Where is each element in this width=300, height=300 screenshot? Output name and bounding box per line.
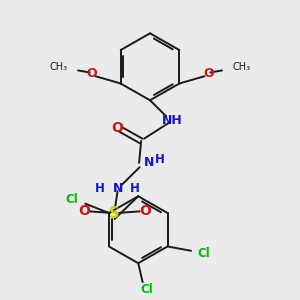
Text: H: H [130, 182, 140, 195]
Text: CH₃: CH₃ [232, 61, 250, 72]
Text: NH: NH [162, 114, 182, 127]
Text: O: O [86, 67, 97, 80]
Text: Cl: Cl [198, 247, 211, 260]
Text: H: H [155, 152, 165, 166]
Text: N: N [112, 182, 123, 196]
Text: Cl: Cl [66, 194, 79, 206]
Text: O: O [140, 204, 152, 218]
Text: S: S [110, 206, 120, 221]
Text: H: H [94, 182, 104, 195]
Text: O: O [203, 67, 214, 80]
Text: O: O [78, 204, 90, 218]
Text: O: O [111, 121, 123, 135]
Text: Cl: Cl [141, 284, 153, 296]
Text: CH₃: CH₃ [50, 61, 68, 72]
Text: N: N [143, 156, 154, 169]
